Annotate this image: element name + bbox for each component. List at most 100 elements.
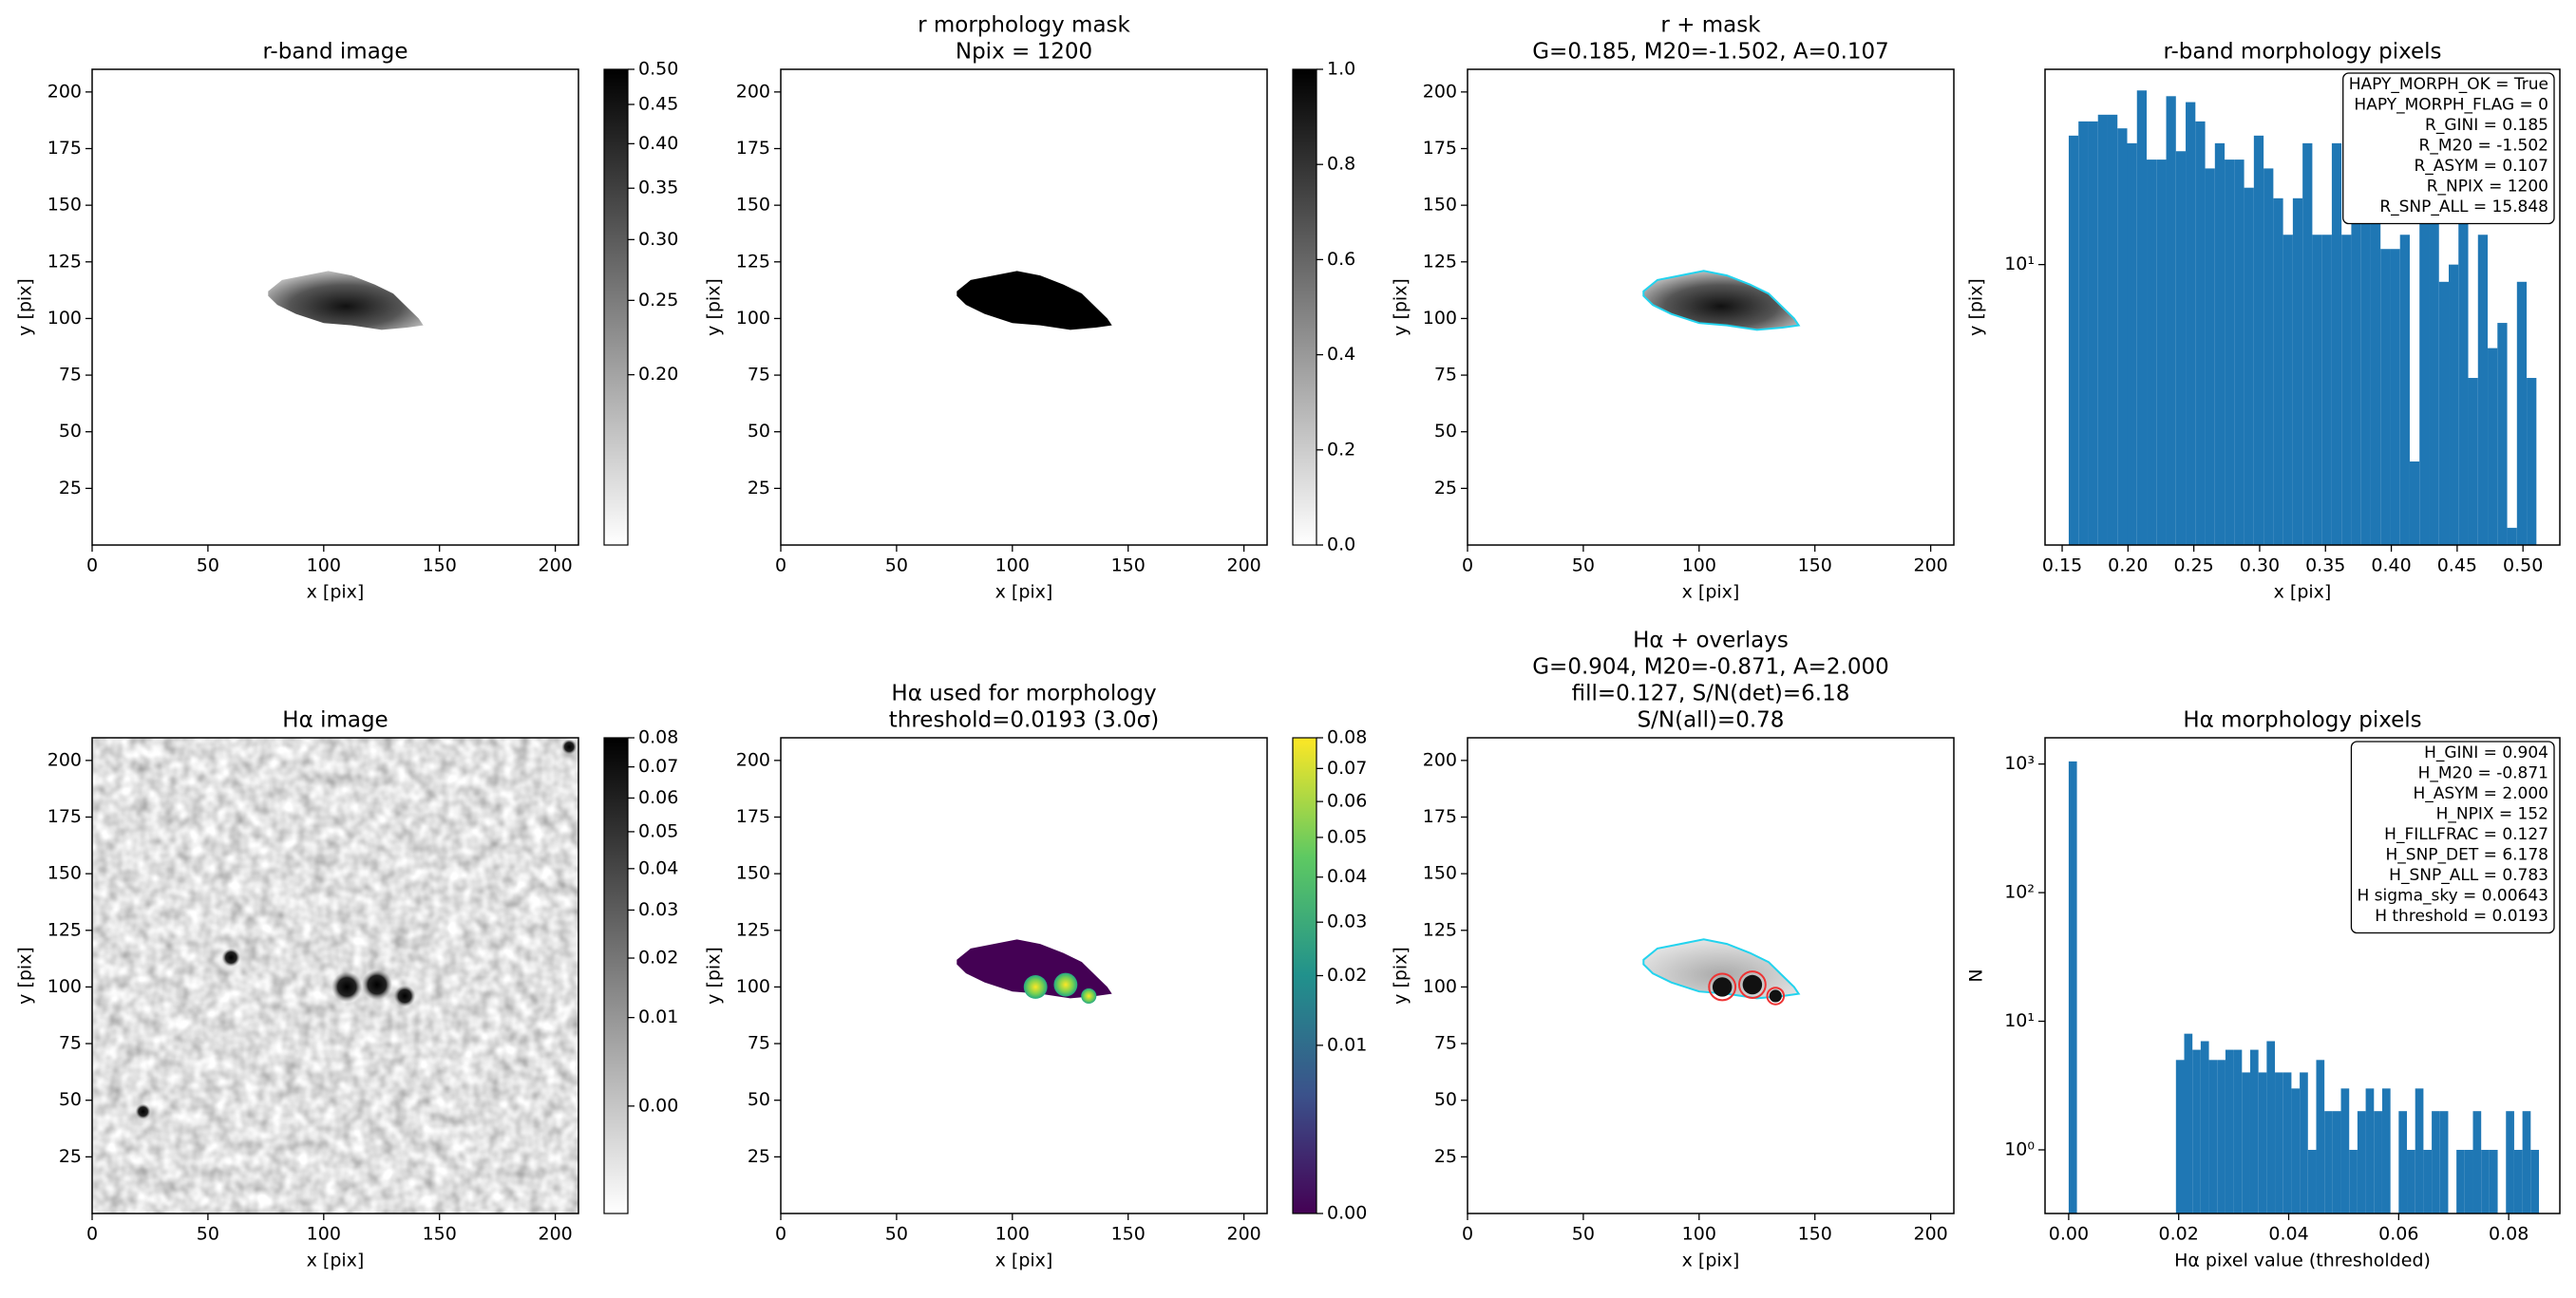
- x-tick-label: 0.25: [2173, 555, 2213, 576]
- bar: [2192, 1049, 2201, 1213]
- chart-title: G=0.185, M20=-1.502, A=0.107: [1532, 40, 1889, 65]
- bar: [2175, 1060, 2185, 1213]
- bar: [2415, 1088, 2424, 1213]
- colorbar-tick-label: 1.0: [1327, 59, 1355, 80]
- bar: [2316, 1060, 2325, 1213]
- bar: [2324, 1111, 2333, 1213]
- x-tick-label: 200: [538, 555, 572, 576]
- bar: [2078, 121, 2089, 545]
- y-tick-label: 175: [736, 806, 770, 827]
- colorbar: [1292, 68, 1317, 546]
- x-tick-label: 0: [775, 555, 786, 576]
- bar: [2357, 1111, 2366, 1213]
- bar: [2282, 235, 2293, 545]
- bar: [2273, 198, 2283, 545]
- dark-knot: [393, 985, 416, 1007]
- y-tick-label: 100: [47, 976, 82, 997]
- y-tick-label: 175: [47, 138, 82, 159]
- annotation-line: R_GINI = 0.185: [2425, 116, 2548, 135]
- bar: [2307, 1149, 2317, 1213]
- bar: [2530, 1149, 2539, 1213]
- bar: [2527, 378, 2537, 545]
- bar: [2423, 1149, 2433, 1213]
- x-tick-label: 50: [885, 555, 908, 576]
- x-tick-label: 0.02: [2159, 1224, 2199, 1245]
- bar: [2195, 121, 2206, 545]
- y-axis-label: y [pix]: [1966, 278, 1987, 336]
- bar: [2449, 264, 2459, 545]
- bar: [2331, 142, 2342, 545]
- annotation-line: HAPY_MORPH_FLAG = 0: [2354, 96, 2548, 115]
- panel: 0 50 100 150 200 25 50 75 100 125 150 175 200 x [pix]…: [704, 682, 1368, 1271]
- x-tick-label: 0.06: [2378, 1224, 2418, 1245]
- y-tick-label: 50: [748, 421, 770, 442]
- axes-frame: [91, 68, 579, 546]
- plot-area: [268, 271, 424, 330]
- x-tick-label: 50: [885, 1224, 908, 1245]
- axes-frame: [780, 68, 1268, 546]
- y-tick-label: 50: [1434, 1089, 1457, 1110]
- colorbar-tick-label: 0.4: [1327, 344, 1355, 365]
- y-tick-label: 125: [1423, 251, 1457, 272]
- axes-frame: [2044, 68, 2561, 546]
- bar: [2321, 235, 2332, 545]
- y-tick-label: 25: [1434, 1146, 1457, 1167]
- mask-outline: [1642, 270, 1801, 331]
- bar: [2332, 1111, 2341, 1213]
- x-tick-label: 150: [1111, 1224, 1146, 1245]
- y-tick-label: 150: [736, 863, 770, 884]
- bar: [2097, 114, 2108, 545]
- x-tick-label: 0: [1462, 1224, 1473, 1245]
- y-tick-label: 175: [1423, 138, 1457, 159]
- x-tick-label: 0.00: [2049, 1224, 2089, 1245]
- dark-knot: [135, 1103, 151, 1119]
- bar: [2088, 121, 2098, 545]
- bar: [2312, 235, 2322, 545]
- annotation-line: R_SNP_ALL = 15.848: [2379, 198, 2548, 216]
- bar: [2439, 1111, 2449, 1213]
- y-tick-label: 75: [1434, 365, 1457, 386]
- bar: [2468, 378, 2478, 545]
- panel: 0 50 100 150 200 25 50 75 100 125 150 175 200 x [pix]…: [15, 708, 679, 1271]
- x-tick-label: 150: [1798, 1224, 1832, 1245]
- x-tick-label: 100: [995, 555, 1030, 576]
- chart-title: threshold=0.0193 (3.0σ): [889, 708, 1159, 733]
- bar: [2225, 1049, 2234, 1213]
- colorbar-tick-label: 0.03: [638, 899, 678, 920]
- bar: [2263, 168, 2274, 545]
- x-tick-label: 100: [307, 1224, 341, 1245]
- x-tick-label: 200: [1913, 555, 1947, 576]
- y-axis-label: N: [1966, 969, 1987, 982]
- y-tick-label: 10³: [2004, 753, 2035, 774]
- y-tick-label: 150: [736, 195, 770, 216]
- x-tick-label: 50: [1572, 1224, 1595, 1245]
- bar: [2432, 1111, 2440, 1213]
- axes-frame: [1467, 68, 1955, 546]
- y-tick-label: 150: [1423, 863, 1457, 884]
- y-tick-label: 100: [736, 308, 770, 329]
- knot: [1053, 972, 1078, 997]
- bar: [2516, 281, 2528, 545]
- x-tick-label: 200: [538, 1224, 572, 1245]
- bar: [2481, 1149, 2490, 1213]
- bar: [2127, 142, 2137, 545]
- y-tick-label: 10¹: [2004, 1010, 2035, 1031]
- x-axis-label: Hα pixel value (thresholded): [2174, 1251, 2431, 1271]
- knot: [1742, 974, 1763, 995]
- y-tick-label: 150: [47, 863, 82, 884]
- y-tick-label: 75: [59, 1033, 82, 1054]
- x-tick-label: 200: [1226, 555, 1260, 576]
- y-tick-label: 25: [748, 1146, 770, 1167]
- colorbar-tick-label: 0.30: [638, 229, 678, 250]
- plot-area: [2068, 761, 2539, 1213]
- colorbar-tick-label: 0.00: [1327, 1203, 1367, 1224]
- bar: [2217, 1060, 2226, 1213]
- bar: [2374, 1111, 2382, 1213]
- chart-title: G=0.904, M20=-0.871, A=2.000: [1532, 655, 1889, 680]
- bar: [2458, 221, 2469, 545]
- y-tick-label: 10¹: [2004, 254, 2035, 274]
- bar: [2398, 1111, 2408, 1213]
- bar: [2489, 1149, 2498, 1213]
- annotation-line: R_M20 = -1.502: [2419, 137, 2548, 156]
